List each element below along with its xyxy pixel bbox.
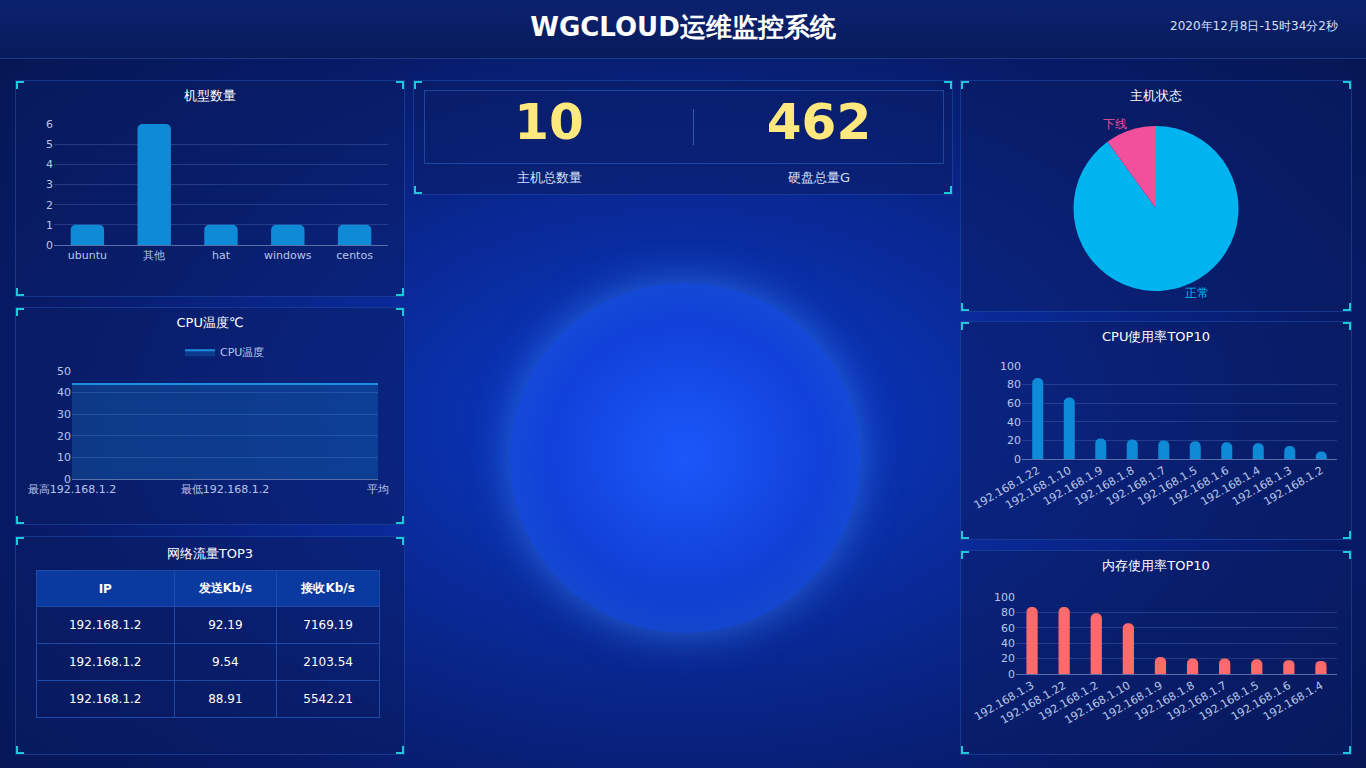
svg-text:80: 80 bbox=[1001, 606, 1015, 619]
svg-text:机型数量: 机型数量 bbox=[184, 88, 236, 103]
svg-text:192.168.1.8: 192.168.1.8 bbox=[1072, 464, 1136, 509]
svg-text:50: 50 bbox=[57, 365, 71, 378]
svg-text:60: 60 bbox=[1007, 397, 1021, 410]
html-text:主机总数量: 主机总数量 bbox=[516, 170, 582, 185]
svg-text:CPU使用率TOP10: CPU使用率TOP10 bbox=[1102, 329, 1210, 344]
svg-text:80: 80 bbox=[1007, 378, 1021, 391]
svg-text:40: 40 bbox=[1007, 416, 1021, 429]
svg-text:1: 1 bbox=[46, 219, 53, 232]
svg-text:20: 20 bbox=[1007, 434, 1021, 447]
svg-text:192.168.1.10: 192.168.1.10 bbox=[1003, 464, 1073, 512]
svg-text:192.168.1.7: 192.168.1.7 bbox=[1104, 464, 1168, 509]
svg-text:192.168.1.3: 192.168.1.3 bbox=[972, 679, 1036, 724]
html-text:5542.21: 5542.21 bbox=[303, 692, 353, 706]
svg-text:192.168.1.6: 192.168.1.6 bbox=[1167, 464, 1231, 509]
svg-text:0: 0 bbox=[1014, 453, 1021, 466]
svg-text:192.168.1.4: 192.168.1.4 bbox=[1198, 464, 1262, 509]
html-text:88.91: 88.91 bbox=[208, 692, 243, 706]
svg-text:平均: 平均 bbox=[367, 483, 389, 496]
svg-text:正常: 正常 bbox=[1185, 286, 1209, 300]
html-text:192.168.1.2: 192.168.1.2 bbox=[69, 618, 142, 632]
html-text:92.19: 92.19 bbox=[208, 618, 243, 632]
svg-text:2: 2 bbox=[46, 199, 53, 212]
svg-text:centos: centos bbox=[336, 249, 373, 262]
html-text:2020年12月8日-15时34分2秒: 2020年12月8日-15时34分2秒 bbox=[1170, 19, 1338, 33]
svg-text:ubuntu: ubuntu bbox=[68, 249, 107, 262]
html-text:接收Kb/s: 接收Kb/s bbox=[301, 581, 355, 595]
svg-text:10: 10 bbox=[57, 451, 71, 464]
svg-text:CPU温度: CPU温度 bbox=[220, 346, 264, 359]
svg-text:6: 6 bbox=[46, 118, 53, 131]
svg-text:0: 0 bbox=[46, 239, 53, 252]
svg-text:192.168.1.4: 192.168.1.4 bbox=[1261, 679, 1325, 724]
svg-text:30: 30 bbox=[57, 408, 71, 421]
html-text:网络流量TOP3: 网络流量TOP3 bbox=[166, 546, 254, 561]
svg-text:192.168.1.9: 192.168.1.9 bbox=[1101, 679, 1165, 724]
svg-text:其他: 其他 bbox=[143, 249, 165, 262]
svg-text:0: 0 bbox=[64, 473, 71, 486]
svg-text:192.168.1.2: 192.168.1.2 bbox=[1261, 464, 1325, 509]
svg-text:192.168.1.22: 192.168.1.22 bbox=[998, 679, 1068, 727]
svg-text:192.168.1.10: 192.168.1.10 bbox=[1062, 679, 1132, 727]
svg-text:192.168.1.7: 192.168.1.7 bbox=[1165, 679, 1229, 724]
svg-text:40: 40 bbox=[57, 386, 71, 399]
svg-text:windows: windows bbox=[264, 249, 312, 262]
html-text:192.168.1.2: 192.168.1.2 bbox=[69, 655, 142, 669]
svg-text:192.168.1.5: 192.168.1.5 bbox=[1197, 679, 1261, 724]
svg-text:CPU温度℃: CPU温度℃ bbox=[176, 315, 243, 330]
html-text:硬盘总量G: 硬盘总量G bbox=[788, 170, 850, 185]
html-text:9.54: 9.54 bbox=[212, 655, 239, 669]
html-text:2103.54: 2103.54 bbox=[303, 655, 353, 669]
svg-text:192.168.1.9: 192.168.1.9 bbox=[1041, 464, 1105, 509]
svg-text:60: 60 bbox=[1001, 622, 1015, 635]
svg-text:0: 0 bbox=[1008, 668, 1015, 681]
html-text:10: 10 bbox=[514, 93, 584, 151]
svg-text:192.168.1.5: 192.168.1.5 bbox=[1135, 464, 1199, 509]
svg-text:最低192.168.1.2: 最低192.168.1.2 bbox=[181, 483, 269, 496]
html-text:7169.19: 7169.19 bbox=[303, 618, 353, 632]
svg-text:100: 100 bbox=[994, 591, 1015, 604]
html-text:发送Kb/s: 发送Kb/s bbox=[198, 581, 253, 595]
svg-text:192.168.1.8: 192.168.1.8 bbox=[1133, 679, 1197, 724]
svg-text:4: 4 bbox=[46, 158, 53, 171]
svg-text:100: 100 bbox=[1000, 360, 1021, 373]
svg-text:5: 5 bbox=[46, 138, 53, 151]
svg-text:20: 20 bbox=[1001, 652, 1015, 665]
html-text:IP: IP bbox=[98, 581, 112, 596]
html-text:192.168.1.2: 192.168.1.2 bbox=[69, 692, 142, 706]
svg-text:下线: 下线 bbox=[1103, 117, 1127, 131]
svg-text:192.168.1.6: 192.168.1.6 bbox=[1229, 679, 1293, 724]
svg-text:20: 20 bbox=[57, 430, 71, 443]
svg-text:内存使用率TOP10: 内存使用率TOP10 bbox=[1102, 558, 1210, 573]
html-text:462: 462 bbox=[766, 93, 872, 151]
svg-text:主机状态: 主机状态 bbox=[1130, 88, 1182, 103]
svg-text:192.168.1.2: 192.168.1.2 bbox=[1036, 679, 1100, 724]
svg-text:最高192.168.1.2: 最高192.168.1.2 bbox=[28, 483, 116, 496]
svg-text:192.168.1.3: 192.168.1.3 bbox=[1230, 464, 1294, 509]
svg-text:192.168.1.22: 192.168.1.22 bbox=[972, 464, 1042, 512]
html-text:WGCLOUD运维监控系统: WGCLOUD运维监控系统 bbox=[530, 12, 836, 42]
svg-text:hat: hat bbox=[212, 249, 231, 262]
svg-text:3: 3 bbox=[46, 178, 53, 191]
svg-text:40: 40 bbox=[1001, 637, 1015, 650]
